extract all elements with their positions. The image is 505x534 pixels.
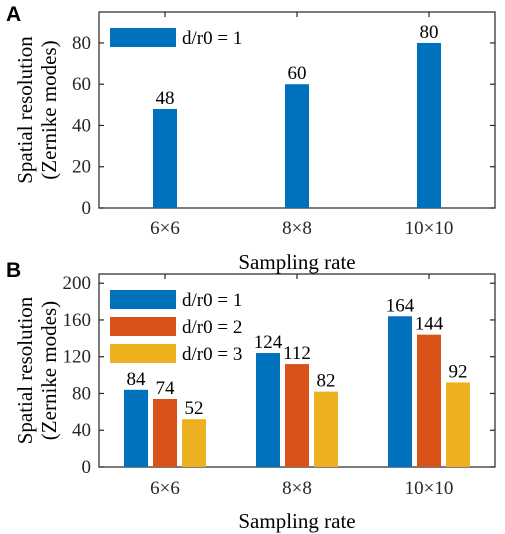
legend-label: d/r0 = 3 [182, 344, 242, 365]
legend-swatch [110, 290, 176, 309]
y-axis-label-line: (Zernike modes) [37, 301, 61, 440]
bar [153, 108, 177, 208]
x-tick-label: 8×8 [282, 478, 312, 499]
data-label: 82 [317, 371, 336, 392]
panel-letter: B [6, 259, 21, 282]
data-label: 144 [415, 314, 444, 335]
bar [388, 316, 412, 467]
data-label: 80 [420, 22, 439, 43]
x-axis-label: Sampling rate [238, 509, 355, 533]
y-axis-label: Spatial resolution(Zernike modes) [13, 36, 61, 184]
data-label: 60 [288, 63, 307, 84]
x-tick-label: 6×6 [150, 478, 180, 499]
y-axis-label-line: (Zernike modes) [37, 40, 61, 179]
bar [446, 382, 470, 467]
y-axis-label-line: Spatial resolution [13, 296, 37, 444]
legend: d/r0 = 1 [110, 28, 242, 49]
bar [124, 389, 148, 467]
y-tick-label: 80 [72, 383, 91, 404]
legend-swatch [110, 28, 176, 47]
legend-label: d/r0 = 2 [182, 317, 242, 338]
bar [417, 334, 441, 467]
chart-panel-a: A 0 20 40 60 80 6×6 8×8 10×10 48 60 80 Sampling rate… [6, 3, 496, 274]
bar [285, 84, 309, 208]
y-tick-label: 40 [72, 420, 91, 441]
y-tick-label: 120 [63, 347, 92, 368]
bar [153, 398, 177, 467]
y-tick-label: 20 [72, 157, 91, 178]
data-label: 74 [156, 378, 176, 399]
legend-swatch [110, 317, 176, 336]
x-tick-label: 10×10 [405, 478, 454, 499]
data-label: 124 [254, 332, 283, 353]
chart-panel-b: B 0 40 80 120 160 200 6×6 8×8 10×10 84 124 164 74 112 1… [6, 259, 496, 533]
y-tick-label: 160 [63, 310, 92, 331]
y-axis-label: Spatial resolution(Zernike modes) [13, 296, 61, 444]
x-tick-label: 6×6 [150, 218, 180, 239]
bar [182, 419, 206, 467]
y-tick-label: 200 [63, 273, 92, 294]
bar [285, 364, 309, 467]
bar [314, 391, 338, 467]
y-tick-label: 80 [72, 33, 91, 54]
y-tick-label: 0 [82, 198, 92, 219]
y-tick-label: 0 [82, 457, 92, 478]
legend: d/r0 = 1 d/r0 = 2 d/r0 = 3 [110, 290, 242, 365]
legend-swatch [110, 344, 176, 363]
y-tick-label: 60 [72, 74, 91, 95]
data-label: 164 [386, 295, 415, 316]
data-label: 52 [185, 398, 204, 419]
x-tick-label: 10×10 [405, 218, 454, 239]
data-label: 84 [127, 369, 147, 390]
data-label: 112 [283, 343, 311, 364]
legend-label: d/r0 = 1 [182, 290, 242, 311]
bar [417, 42, 441, 208]
y-axis-label-line: Spatial resolution [13, 36, 37, 184]
x-axis-label: Sampling rate [238, 250, 355, 274]
y-tick-label: 40 [72, 115, 91, 136]
legend-label: d/r0 = 1 [182, 28, 242, 49]
data-label: 48 [156, 88, 175, 109]
x-tick-label: 8×8 [282, 218, 312, 239]
panel-letter: A [6, 3, 21, 26]
bar [256, 353, 280, 467]
data-label: 92 [449, 361, 468, 382]
